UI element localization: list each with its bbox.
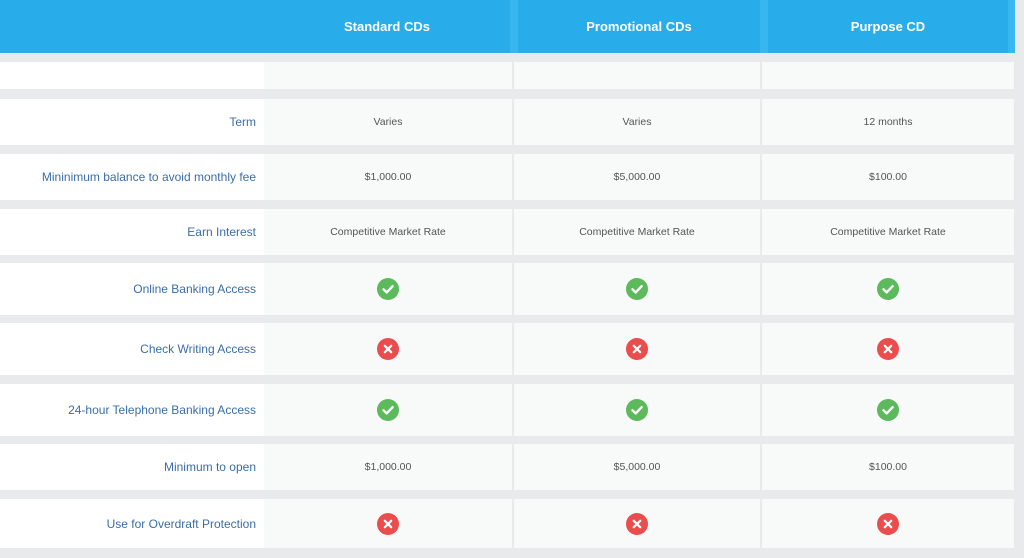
table-cell: $1,000.00 — [264, 154, 512, 200]
table-cell: $1,000.00 — [264, 444, 512, 490]
row-label: Use for Overdraft Protection — [0, 499, 264, 548]
table-cell — [514, 62, 760, 89]
cell-value: $5,000.00 — [613, 171, 661, 183]
header-separator — [760, 0, 768, 53]
table-cell: Competitive Market Rate — [514, 209, 760, 255]
cell-value: $100.00 — [869, 171, 907, 183]
table-cell: Competitive Market Rate — [264, 209, 512, 255]
check-icon — [877, 399, 899, 421]
table-row: Check Writing Access — [0, 323, 1024, 375]
table-cell — [264, 384, 512, 436]
check-icon — [626, 278, 648, 300]
cross-icon — [877, 512, 899, 535]
table-row: Online Banking Access — [0, 263, 1024, 315]
cell-value: $1,000.00 — [364, 171, 412, 183]
table-cell: Varies — [264, 99, 512, 145]
table-row: Minimum to open $1,000.00 $5,000.00 $100.00 — [0, 444, 1024, 490]
table-row: 24-hour Telephone Banking Access — [0, 384, 1024, 436]
table-cell: $100.00 — [762, 154, 1014, 200]
row-label: Minimum to open — [0, 444, 264, 490]
table-cell — [762, 499, 1014, 548]
table-cell: Competitive Market Rate — [762, 209, 1014, 255]
table-cell — [762, 62, 1014, 89]
header-blank-cell — [0, 0, 264, 53]
check-icon — [377, 399, 399, 421]
cell-value: Competitive Market Rate — [330, 226, 446, 238]
cell-value: Competitive Market Rate — [579, 226, 695, 238]
table-cell: 12 months — [762, 99, 1014, 145]
header-purpose-cd: Purpose CD — [768, 0, 1008, 53]
table-cell — [514, 384, 760, 436]
header-promotional-cds: Promotional CDs — [518, 0, 760, 53]
cell-value: 12 months — [863, 116, 913, 128]
table-cell: $5,000.00 — [514, 154, 760, 200]
cross-icon — [877, 338, 899, 360]
cell-value: Varies — [622, 116, 652, 128]
table-row: Use for Overdraft Protection — [0, 499, 1024, 548]
header-standard-cds: Standard CDs — [264, 0, 510, 53]
cross-icon — [377, 338, 399, 360]
check-icon — [377, 278, 399, 300]
cell-value: $100.00 — [869, 461, 907, 473]
cross-icon — [377, 512, 399, 535]
table-cell: Varies — [514, 99, 760, 145]
table-cell — [264, 323, 512, 375]
header-separator — [510, 0, 518, 53]
row-label: Mininimum balance to avoid monthly fee — [0, 154, 264, 200]
table-row: Term Varies Varies 12 months — [0, 99, 1024, 145]
row-label: Online Banking Access — [0, 263, 264, 315]
table-cell — [264, 263, 512, 315]
table-cell — [264, 499, 512, 548]
table-row — [0, 62, 1024, 89]
cell-value: Varies — [373, 116, 403, 128]
table-row: Mininimum balance to avoid monthly fee $1… — [0, 154, 1024, 200]
table-cell — [762, 323, 1014, 375]
table-cell — [514, 263, 760, 315]
row-label: 24-hour Telephone Banking Access — [0, 384, 264, 436]
row-label — [0, 62, 264, 89]
table-cell — [762, 263, 1014, 315]
table-cell: $5,000.00 — [514, 444, 760, 490]
cell-value: Competitive Market Rate — [830, 226, 946, 238]
row-label: Earn Interest — [0, 209, 264, 255]
check-icon — [626, 399, 648, 421]
cell-value: $5,000.00 — [613, 461, 661, 473]
table-cell: $100.00 — [762, 444, 1014, 490]
cross-icon — [626, 512, 648, 535]
table-cell — [762, 384, 1014, 436]
row-label: Term — [0, 99, 264, 145]
header-separator — [1008, 0, 1015, 53]
table-row: Earn Interest Competitive Market Rate Comp… — [0, 209, 1024, 255]
cross-icon — [626, 338, 648, 360]
cell-value: $1,000.00 — [364, 461, 412, 473]
check-icon — [877, 278, 899, 300]
table-header: Standard CDs Promotional CDs Purpose CD — [0, 0, 1024, 53]
row-label: Check Writing Access — [0, 323, 264, 375]
table-cell — [514, 499, 760, 548]
table-cell — [264, 62, 512, 89]
table-cell — [514, 323, 760, 375]
